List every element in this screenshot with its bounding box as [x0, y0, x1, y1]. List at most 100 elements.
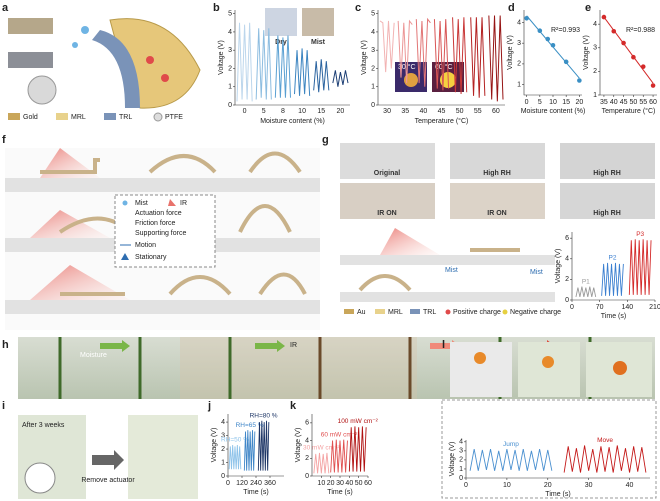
y-tick-label: 1 [228, 84, 232, 91]
legend-icon [502, 309, 508, 315]
signal-line [255, 28, 272, 100]
data-point [550, 42, 556, 48]
arrow-label: Remove actuator [81, 477, 135, 484]
x-tick-label: 60 [364, 480, 372, 487]
ground [5, 178, 320, 192]
y-tick-label: 4 [228, 29, 232, 36]
x-tick-label: 15 [317, 108, 325, 115]
y-tick-label: 1 [517, 81, 521, 88]
signal-line [348, 426, 367, 472]
panel-letter: c [355, 2, 361, 14]
panel-letter: d [508, 2, 515, 14]
arrow [255, 340, 285, 352]
signal-line [228, 444, 242, 470]
x-tick-label: 20 [337, 108, 345, 115]
y-tick-label: 3 [517, 40, 521, 47]
fit-line [603, 16, 654, 84]
y-tick-label: 4 [565, 256, 569, 263]
panel-g: Original High RH High RH IR ON IR ON Hig… [340, 143, 655, 316]
panel-letter: j [207, 400, 211, 412]
x-tick-label: 240 [250, 480, 262, 487]
data-point [640, 64, 646, 69]
y-tick-label: 2 [371, 65, 375, 72]
photo [340, 143, 435, 179]
legend-label: TRL [119, 114, 132, 121]
x-tick-label: 50 [630, 99, 638, 106]
x-tick-label: 360 [264, 480, 276, 487]
y-axis-label: Voltage (V) [555, 249, 562, 284]
data-point [537, 28, 543, 34]
legend-icon [121, 253, 129, 260]
y-tick-label: 0 [459, 475, 463, 482]
y-tick-label: 3 [221, 432, 225, 439]
y-tick-label: 4 [459, 439, 463, 446]
x-tick-label: 30 [383, 108, 391, 115]
panel-letter: f [2, 134, 6, 146]
legend-label: Mist [135, 200, 148, 207]
y-tick-label: 0 [228, 102, 232, 109]
legend-swatch [410, 309, 420, 314]
legend-icon [445, 309, 451, 315]
panel-letter: k [290, 400, 297, 412]
data-point [631, 54, 636, 60]
x-tick-label: 45 [438, 108, 446, 115]
charge [161, 74, 169, 82]
mist-label: Mist [530, 269, 543, 276]
x-tick-label: 15 [562, 99, 570, 106]
actuator [168, 275, 232, 296]
y-tick-label: 1 [371, 84, 375, 91]
ground [5, 300, 320, 314]
x-tick-label: 30 [336, 480, 344, 487]
y-axis-label: Voltage (V) [295, 428, 302, 463]
water [72, 42, 78, 48]
signal-line [470, 17, 486, 98]
photo [302, 8, 334, 36]
y-tick-label: 6 [305, 420, 309, 427]
photo-label: High RH [593, 210, 621, 217]
data-point [601, 14, 607, 20]
x-tick-label: 55 [639, 99, 647, 106]
signal-line [488, 15, 504, 102]
water [81, 26, 89, 34]
panel-i: After 3 weeks Remove actuator [18, 415, 198, 499]
legend-label: MRL [71, 114, 86, 121]
signal-line [330, 439, 348, 473]
signal-line [257, 420, 270, 471]
x-tick-label: 40 [419, 108, 427, 115]
legend-label: Gold [23, 114, 38, 121]
x-tick-label: 55 [474, 108, 482, 115]
x-tick-label: 40 [626, 482, 634, 489]
panel-letter: b [213, 2, 220, 14]
axis-frame [465, 440, 650, 479]
charge [146, 56, 154, 64]
y-axis-label: Voltage (V) [507, 35, 514, 70]
film-photo [8, 52, 53, 68]
signal-line [563, 445, 647, 473]
photo-label: IR ON [487, 210, 506, 217]
actuator [258, 272, 307, 296]
data-point [621, 40, 626, 46]
photo [265, 8, 297, 36]
data-point [650, 83, 656, 88]
actuator [358, 274, 412, 292]
legend-swatch [104, 113, 116, 120]
x-tick-label: 5 [538, 99, 542, 106]
y-tick-label: 1 [459, 466, 463, 473]
x-tick-label: 20 [327, 480, 335, 487]
photo [518, 342, 580, 397]
data-point [611, 28, 617, 34]
signal-line [469, 448, 553, 471]
hotspot [404, 73, 418, 87]
legend-label: Motion [135, 242, 156, 249]
legend-box [114, 194, 216, 268]
x-tick-label: 50 [456, 108, 464, 115]
photo-label: IR ON [377, 210, 396, 217]
signal-line [236, 22, 253, 102]
y-tick-label: 2 [517, 61, 521, 68]
x-tick-label: 40 [345, 480, 353, 487]
data-point [563, 59, 569, 65]
annotation: R²=0.988 [626, 27, 655, 34]
legend-swatch [8, 113, 20, 120]
actuator [148, 154, 217, 174]
